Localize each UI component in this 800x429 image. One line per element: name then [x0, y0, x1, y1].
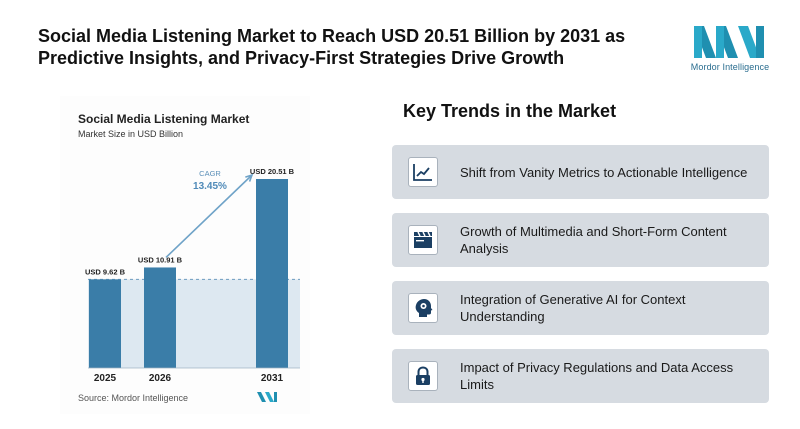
logo-text: Mordor Intelligence — [690, 62, 770, 72]
mordor-mark-icon — [257, 392, 277, 402]
chart-subtitle: Market Size in USD Billion — [78, 129, 184, 139]
trend-label: Impact of Privacy Regulations and Data A… — [460, 360, 734, 392]
mordor-intelligence-logo: Mordor Intelligence — [690, 24, 770, 76]
bar-2026 — [144, 267, 176, 368]
data-label-2025: USD 9.62 B — [85, 267, 126, 276]
logo-mark-icon — [694, 26, 764, 58]
trend-card-1: Shift from Vanity Metrics to Actionable … — [392, 145, 769, 199]
trend-label: Integration of Generative AI for Context… — [460, 292, 686, 324]
chart-source: Source: Mordor Intelligence — [78, 393, 189, 403]
market-size-chart: Social Media Listening Market Market Siz… — [60, 96, 310, 414]
cagr-arrow — [165, 174, 253, 259]
trend-label: Shift from Vanity Metrics to Actionable … — [460, 164, 748, 180]
page-headline: Social Media Listening Market to Reach U… — [38, 26, 626, 68]
cagr-label: CAGR — [199, 169, 221, 178]
trends-title: Key Trends in the Market — [403, 101, 617, 121]
trend-card-3: Integration of Generative AI for Context… — [392, 281, 769, 335]
data-label-2026: USD 10.91 B — [138, 255, 183, 264]
x-tick-2031: 2031 — [261, 373, 284, 384]
chart-plot-area: USD 9.62 B 2025 USD 10.91 B 2026 USD 20.51 B… — [85, 167, 300, 384]
head-gear-icon — [408, 293, 438, 323]
data-label-2031: USD 20.51 B — [250, 167, 295, 176]
cagr-arrowhead — [245, 173, 254, 182]
x-tick-2026: 2026 — [149, 373, 172, 384]
trend-card-4: Impact of Privacy Regulations and Data A… — [392, 349, 769, 403]
lock-icon — [408, 361, 438, 391]
bar-2025 — [89, 279, 121, 368]
bar-2031 — [256, 179, 288, 368]
x-tick-2025: 2025 — [94, 373, 117, 384]
trend-card-2: Growth of Multimedia and Short-Form Cont… — [392, 213, 769, 267]
line-chart-icon — [408, 157, 438, 187]
cagr-value: 13.45% — [193, 181, 227, 192]
trend-label: Growth of Multimedia and Short-Form Cont… — [460, 224, 727, 256]
clapperboard-icon — [408, 225, 438, 255]
chart-title: Social Media Listening Market — [78, 112, 250, 126]
